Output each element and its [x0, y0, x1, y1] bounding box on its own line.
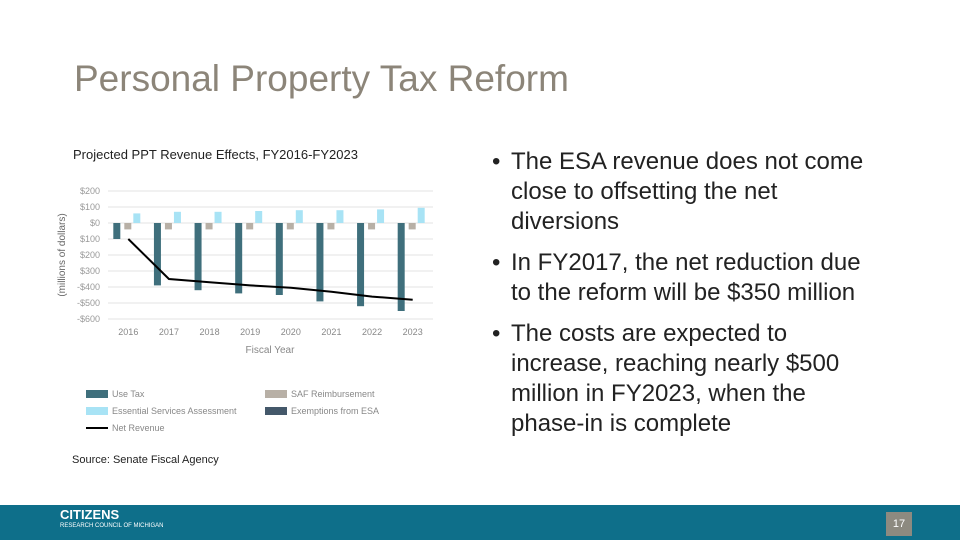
x-tick-label: 2019	[240, 327, 260, 337]
bar	[235, 223, 243, 294]
bar	[133, 213, 141, 223]
bar	[205, 223, 213, 230]
x-tick-label: 2021	[321, 327, 341, 337]
bar	[173, 211, 181, 223]
bar	[246, 223, 254, 230]
bar	[316, 223, 324, 302]
y-tick-label: $200	[80, 250, 100, 260]
bar	[408, 223, 416, 230]
bullet: In FY2017, the net reduction due to the …	[492, 248, 877, 308]
y-tick-label: -$500	[77, 298, 100, 308]
y-tick-label: $0	[90, 218, 100, 228]
y-tick-label: -$600	[77, 314, 100, 324]
bar	[377, 209, 385, 223]
chart-title: Projected PPT Revenue Effects, FY2016-FY…	[73, 147, 358, 162]
legend-swatch	[86, 407, 108, 415]
y-tick-label: $100	[80, 234, 100, 244]
chart: Projected PPT Revenue Effects, FY2016-FY…	[57, 147, 433, 466]
bar	[368, 223, 376, 230]
legend-swatch	[86, 390, 108, 398]
legend-label: Essential Services Assessment	[112, 406, 237, 416]
bar	[214, 211, 222, 223]
bar	[336, 210, 344, 223]
x-tick-label: 2020	[281, 327, 301, 337]
bar	[275, 223, 283, 295]
bar	[286, 223, 294, 230]
logo-name: CITIZENS	[60, 507, 120, 522]
bar	[327, 223, 335, 230]
source: Source: Senate Fiscal Agency	[72, 454, 219, 466]
bullet: The costs are expected to increase, reac…	[492, 319, 877, 439]
legend-label: Exemptions from ESA	[291, 406, 379, 416]
page-number: 17	[886, 512, 912, 536]
x-tick-label: 2018	[200, 327, 220, 337]
bullet: The ESA revenue does not come close to o…	[492, 147, 877, 237]
bar	[255, 211, 263, 223]
footer	[0, 505, 960, 540]
bar	[194, 223, 202, 291]
logo-sub: RESEARCH COUNCIL OF MICHIGAN	[60, 523, 164, 529]
bar	[124, 223, 132, 230]
bar	[164, 223, 172, 230]
x-tick-label: 2017	[159, 327, 179, 337]
x-tick-label: 2016	[118, 327, 138, 337]
bar	[357, 223, 365, 307]
logo: CITIZENS RESEARCH COUNCIL OF MICHIGAN	[60, 508, 163, 531]
net-revenue-line	[127, 238, 413, 301]
y-tick-label: -$400	[77, 282, 100, 292]
x-tick-label: 2022	[362, 327, 382, 337]
legend-swatch	[265, 407, 287, 415]
y-axis-label: (millions of dollars)	[57, 213, 68, 296]
bar	[113, 223, 121, 239]
y-tick-label: $200	[80, 186, 100, 196]
y-tick-label: $100	[80, 202, 100, 212]
legend-swatch	[265, 390, 287, 398]
x-axis-label: Fiscal Year	[246, 345, 296, 356]
x-tick-label: 2023	[403, 327, 423, 337]
bar	[295, 210, 303, 223]
bullet-list: The ESA revenue does not come close to o…	[492, 147, 877, 450]
legend-label: Use Tax	[112, 389, 145, 399]
slide-title: Personal Property Tax Reform	[74, 58, 569, 99]
legend-label: Net Revenue	[112, 423, 165, 433]
bar	[153, 223, 161, 286]
y-tick-label: $300	[80, 266, 100, 276]
bar	[397, 223, 405, 311]
bar	[417, 207, 425, 223]
legend-label: SAF Reimbursement	[291, 389, 375, 399]
